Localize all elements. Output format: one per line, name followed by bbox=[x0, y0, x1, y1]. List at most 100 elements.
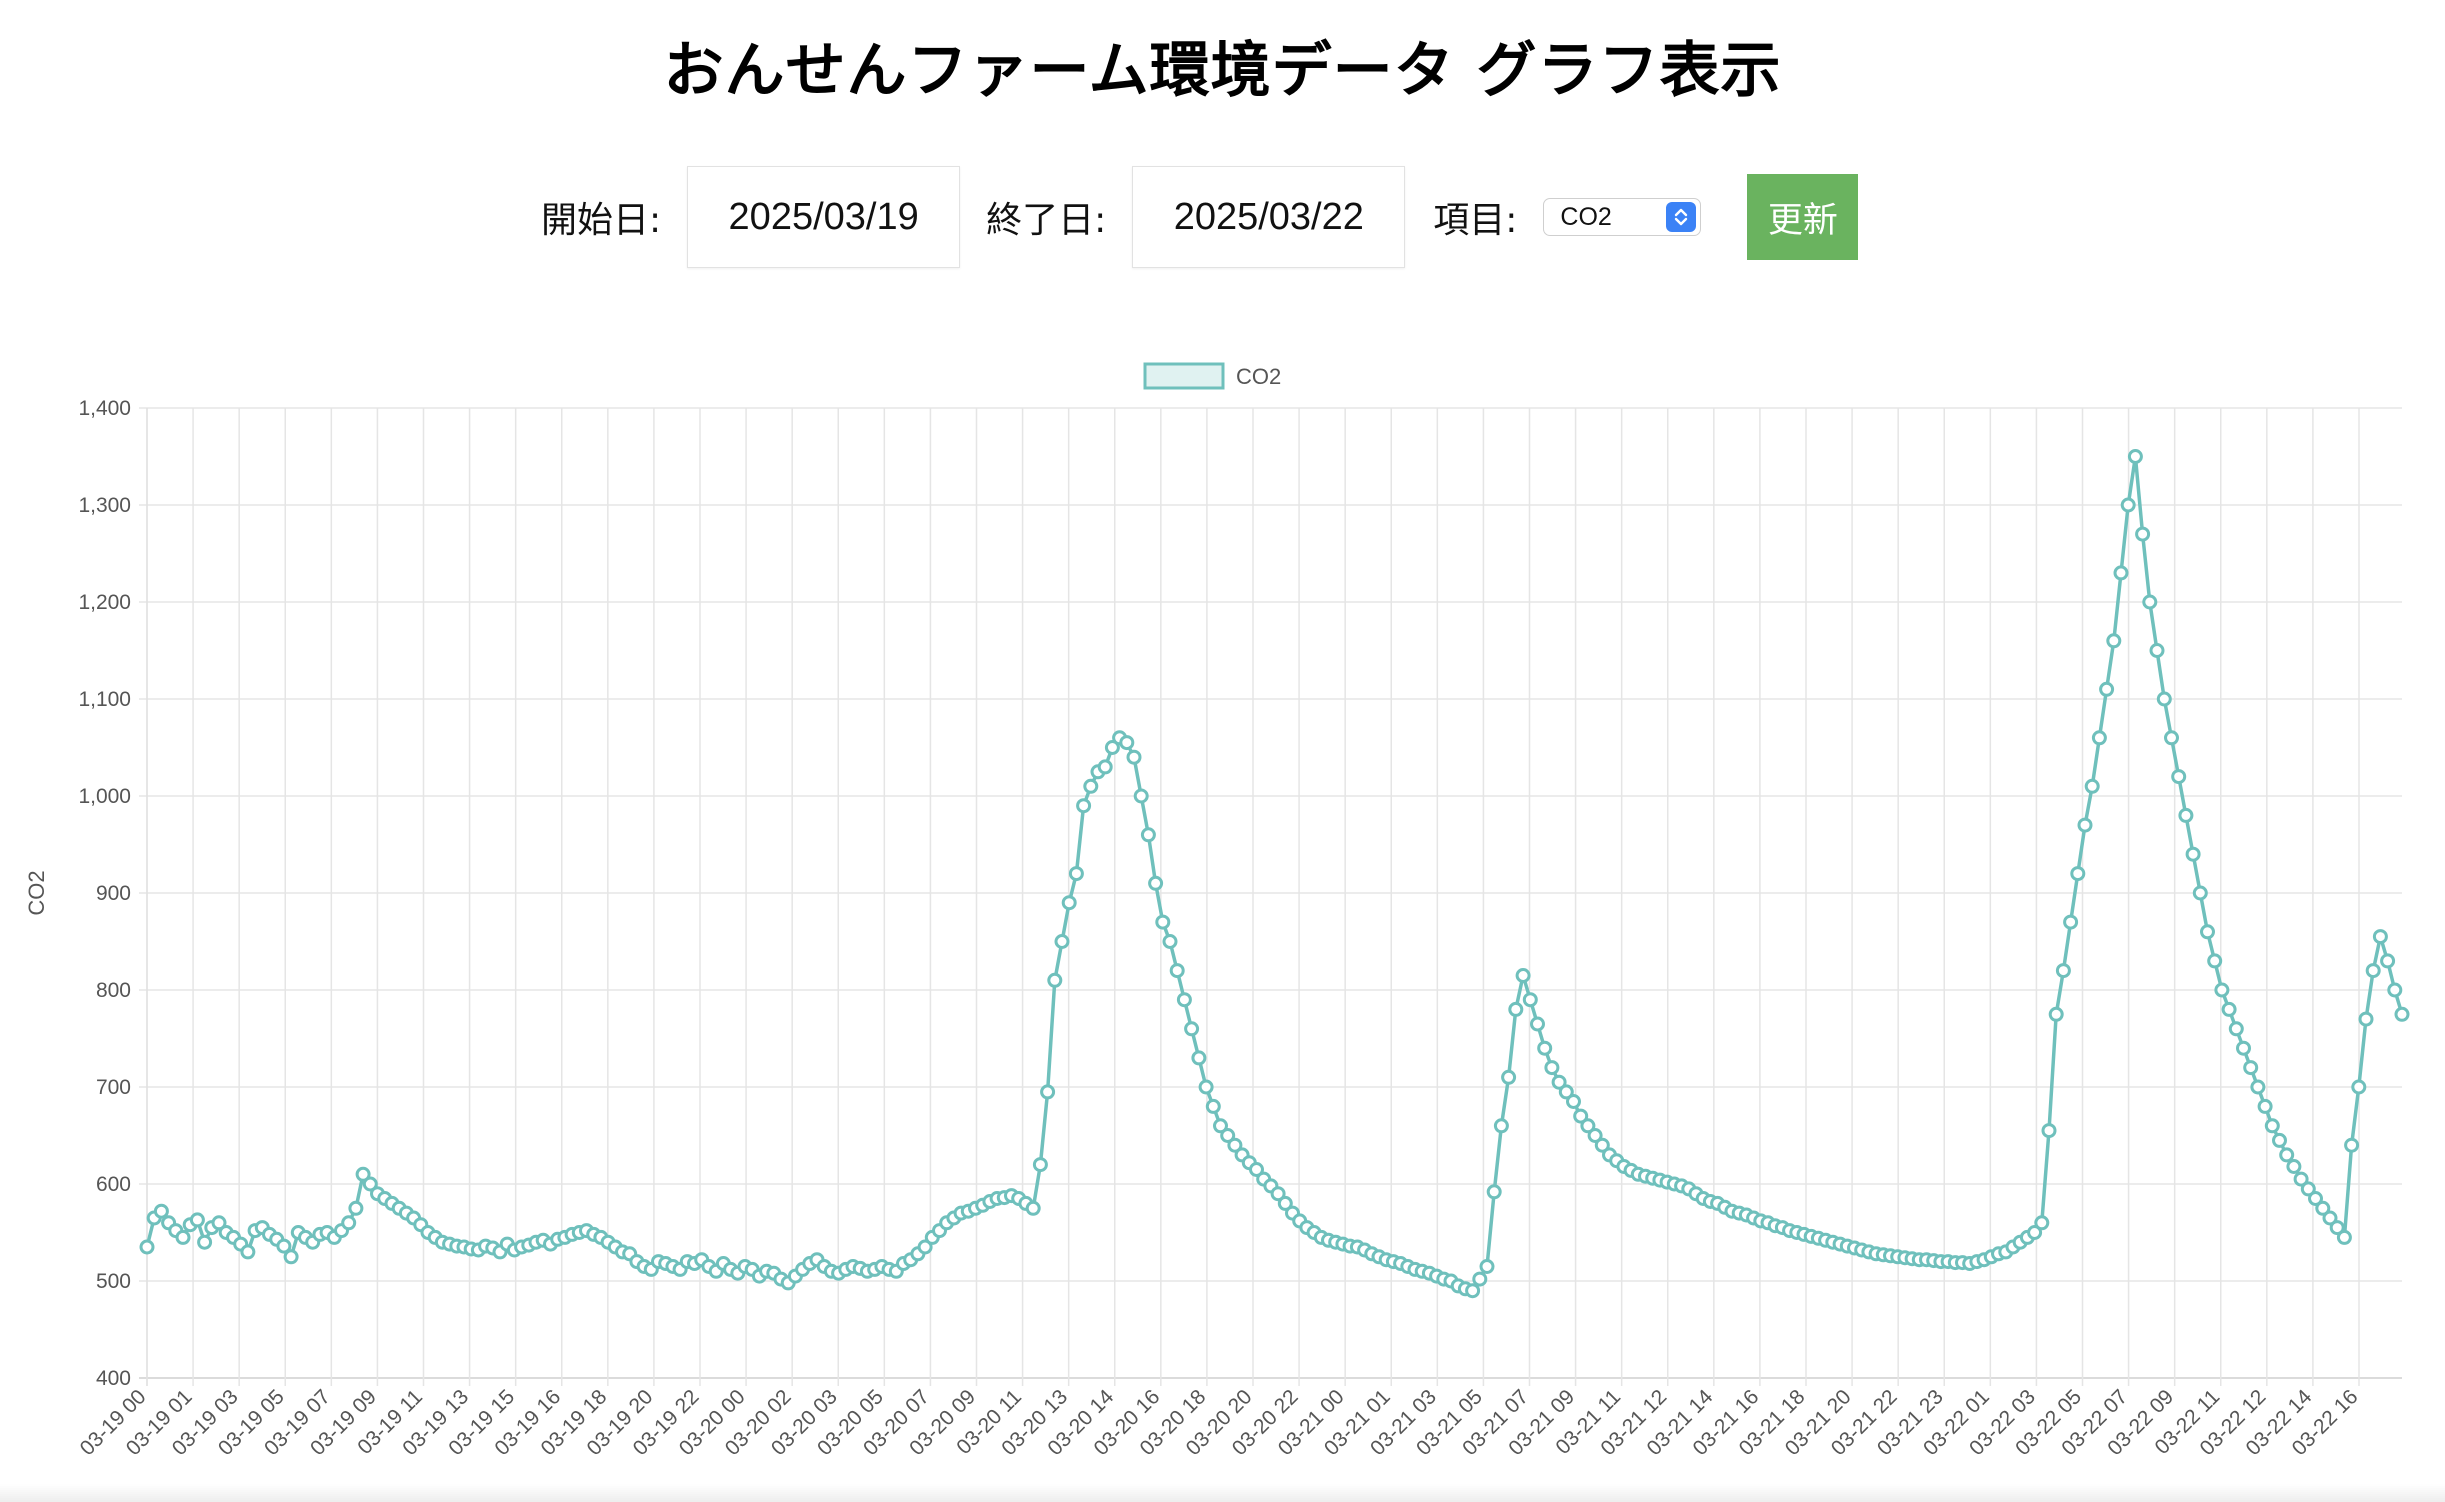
co2-data-point bbox=[2171, 769, 2187, 785]
co2-data-point bbox=[1522, 992, 1538, 1008]
page-title: おんせんファーム環境データ グラフ表示 bbox=[663, 36, 1782, 106]
co2-data-point bbox=[2329, 1220, 2345, 1236]
co2-data-point bbox=[2041, 1123, 2057, 1139]
co2-data-point bbox=[1227, 1137, 1243, 1153]
co2-data-point bbox=[1277, 1195, 1293, 1211]
item-label: 項目: bbox=[1433, 200, 1518, 241]
item-select[interactable]: CO2 bbox=[1543, 198, 1702, 236]
co2-data-point bbox=[2070, 866, 2086, 882]
end-date-input[interactable]: 2025/03/22 bbox=[1132, 166, 1406, 268]
co2-data-point bbox=[2149, 643, 2165, 658]
co2-data-point bbox=[139, 1239, 155, 1255]
co2-data-point bbox=[1162, 934, 1178, 949]
co2-data-point bbox=[1032, 1157, 1048, 1173]
co2-data-point bbox=[1140, 827, 1156, 843]
co2-data-point bbox=[2084, 778, 2100, 794]
co2-data-point bbox=[1054, 934, 1070, 949]
end-date-label: 終了日: bbox=[986, 200, 1107, 241]
co2-data-point bbox=[2394, 1006, 2410, 1022]
co2-data-point bbox=[2336, 1229, 2352, 1245]
co2-data-point bbox=[2372, 929, 2388, 945]
co2-data-point bbox=[355, 1166, 371, 1182]
co2-data-point bbox=[2322, 1210, 2338, 1226]
co2-data-point bbox=[2286, 1159, 2302, 1174]
y-tick-label: 800 bbox=[96, 979, 131, 1002]
co2-data-point bbox=[1537, 1040, 1553, 1056]
co2-data-point bbox=[2214, 982, 2230, 998]
co2-data-point bbox=[1126, 749, 1142, 765]
co2-data-point bbox=[2358, 1011, 2374, 1027]
co2-data-point bbox=[1479, 1259, 1495, 1274]
co2-data-point bbox=[1508, 1001, 1524, 1017]
y-axis-title: CO2 bbox=[24, 870, 49, 915]
co2-data-point bbox=[1104, 740, 1120, 755]
y-tick-label: 1,300 bbox=[78, 494, 131, 517]
co2-data-point bbox=[1213, 1118, 1228, 1134]
co2-data-point bbox=[2156, 691, 2172, 707]
co2-data-point bbox=[2257, 1098, 2273, 1114]
co2-data-point bbox=[1097, 759, 1113, 775]
chevron-up-down-icon bbox=[1666, 202, 1697, 232]
co2-data-point bbox=[1558, 1084, 1574, 1100]
co2-data-point bbox=[2185, 846, 2201, 862]
co2-data-point bbox=[1205, 1098, 1221, 1114]
co2-data-point bbox=[240, 1244, 256, 1260]
co2-data-point bbox=[2243, 1060, 2259, 1076]
item-select-value: CO2 bbox=[1560, 202, 1612, 231]
co2-data-point bbox=[348, 1200, 364, 1216]
co2-data-point bbox=[1249, 1162, 1264, 1177]
co2-data-point bbox=[2178, 807, 2194, 823]
y-tick-label: 1,100 bbox=[78, 688, 131, 711]
co2-data-point bbox=[175, 1229, 191, 1245]
co2-data-point bbox=[2365, 963, 2381, 979]
y-tick-label: 1,000 bbox=[78, 785, 131, 808]
update-button[interactable]: 更新 bbox=[1747, 174, 1859, 260]
co2-data-point bbox=[2236, 1040, 2251, 1056]
co2-data-point bbox=[2207, 953, 2223, 969]
co2-data-point bbox=[2164, 730, 2179, 746]
co2-data-point bbox=[1551, 1074, 1567, 1090]
co2-data-point bbox=[1169, 963, 1185, 979]
co2-data-point bbox=[276, 1238, 292, 1254]
co2-data-point bbox=[2034, 1215, 2050, 1231]
co2-data-point bbox=[1176, 992, 1192, 1008]
co2-data-point bbox=[1501, 1069, 1517, 1085]
co2-data-point bbox=[2027, 1225, 2043, 1240]
co2-data-point bbox=[1472, 1271, 1488, 1287]
filter-controls: 開始日: 2025/03/19 終了日: 2025/03/22 項目: CO2 … bbox=[541, 166, 1859, 268]
co2-data-point bbox=[2250, 1079, 2266, 1095]
co2-data-point bbox=[1191, 1050, 1207, 1066]
co2-data-point bbox=[2293, 1171, 2309, 1187]
co2-line-chart: 400 500 600 700 800 900 1,000 1,100 1,200 1,300 1,… bbox=[24, 362, 2410, 1460]
co2-data-point bbox=[2380, 953, 2396, 969]
co2-data-point bbox=[1493, 1118, 1509, 1134]
co2-data-point bbox=[1486, 1184, 1502, 1200]
co2-data-point bbox=[2142, 594, 2158, 610]
co2-data-point bbox=[2351, 1079, 2367, 1095]
co2-data-point bbox=[211, 1215, 227, 1231]
co2-data-point bbox=[1025, 1200, 1041, 1216]
co2-data-point bbox=[2264, 1118, 2280, 1134]
co2-data-point bbox=[917, 1239, 933, 1255]
co2-data-point bbox=[1148, 875, 1164, 891]
co2-data-point bbox=[2113, 565, 2129, 581]
co2-data-point bbox=[1530, 1016, 1545, 1032]
co2-data-point bbox=[2192, 885, 2208, 901]
co2-data-point bbox=[1580, 1118, 1596, 1134]
co2-data-point bbox=[189, 1212, 205, 1228]
co2-data-point bbox=[2106, 633, 2122, 649]
co2-data-point bbox=[1587, 1128, 1603, 1143]
co2-data-point bbox=[1220, 1128, 1236, 1143]
co2-data-point bbox=[2300, 1181, 2316, 1197]
start-date-input[interactable]: 2025/03/19 bbox=[687, 166, 961, 268]
co2-data-point bbox=[197, 1234, 213, 1250]
co2-data-point bbox=[2055, 963, 2071, 979]
co2-data-point bbox=[1515, 968, 1531, 983]
y-tick-label: 900 bbox=[96, 882, 131, 905]
co2-data-point bbox=[1083, 778, 1099, 794]
co2-series-line bbox=[145, 454, 2404, 1293]
start-date-label: 開始日: bbox=[541, 200, 662, 241]
co2-data-point bbox=[1566, 1094, 1581, 1109]
co2-data-point bbox=[153, 1203, 169, 1219]
co2-data-point bbox=[2091, 730, 2107, 746]
